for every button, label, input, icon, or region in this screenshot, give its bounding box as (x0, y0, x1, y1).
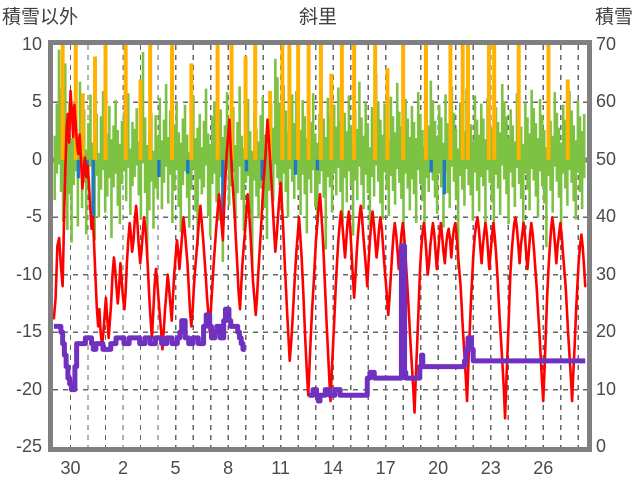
y-axis-right-tick: 30 (596, 263, 617, 284)
y-axis-left-tick: -20 (15, 378, 42, 399)
y-axis-right-tick: 10 (596, 378, 617, 399)
x-axis-tick: 23 (480, 458, 501, 478)
y-axis-right-tick: 50 (596, 148, 617, 169)
plot-area (48, 40, 592, 452)
y-axis-left-tick: -25 (15, 436, 42, 456)
x-axis-tick: 30 (60, 458, 81, 478)
x-axis-tick: 20 (428, 458, 449, 478)
y-axis-right-tick: 70 (596, 34, 617, 54)
x-axis-tick: 11 (271, 458, 290, 478)
y-axis-right-tick: 20 (596, 321, 617, 342)
series-purple-line (53, 243, 586, 404)
y-axis-left-tick: 0 (31, 148, 42, 169)
x-axis-tick: 2 (118, 458, 129, 478)
right-axis-title: 積雪 (594, 7, 633, 28)
x-axis-tick: 14 (323, 458, 344, 478)
x-axis-tick: 8 (223, 458, 234, 478)
x-axis-tick: 5 (170, 458, 181, 478)
y-axis-left-tick: -5 (25, 206, 42, 227)
y-axis-left-tick: -10 (15, 263, 42, 284)
series-red-line (53, 89, 587, 420)
series-orange-bars (60, 45, 570, 160)
x-axis-tick: 26 (533, 458, 554, 478)
plot-canvas (53, 45, 587, 447)
x-axis-tick: 17 (375, 458, 396, 478)
y-axis-right-tick: 60 (596, 91, 617, 112)
y-axis-right-tick: 40 (596, 206, 617, 227)
y-axis-right-tick: 0 (596, 436, 607, 456)
y-axis-left-tick: 5 (31, 91, 42, 112)
chart-title: 斜里 (298, 7, 337, 28)
series-blue-bars (76, 159, 447, 222)
left-axis-title: 積雪以外 (2, 7, 79, 28)
y-axis-left-tick: -15 (15, 321, 42, 342)
y-axis-left-tick: 10 (21, 34, 42, 54)
